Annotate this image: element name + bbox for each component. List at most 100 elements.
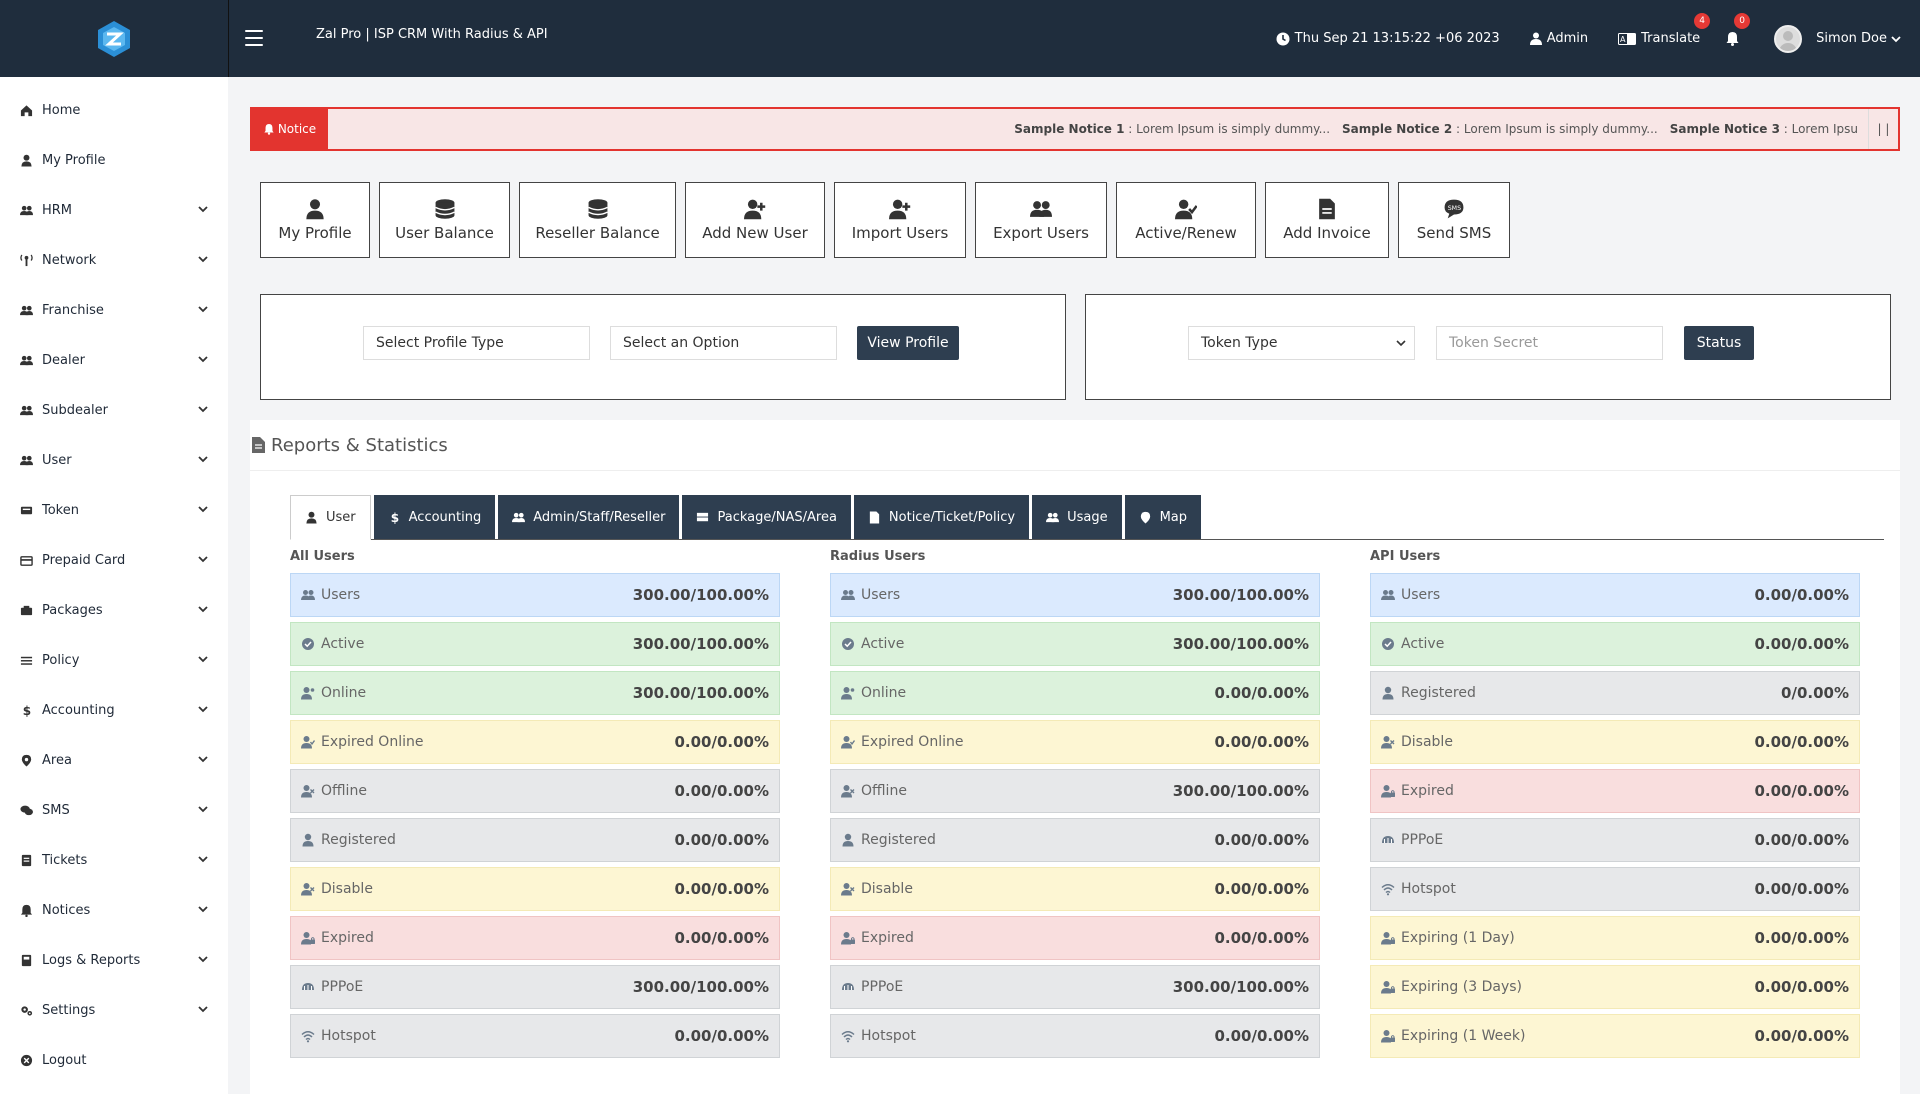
sidebar-item-user[interactable]: User — [0, 435, 228, 485]
packages-icon — [20, 605, 32, 615]
stat-row[interactable]: Expired Online 0.00/0.00% — [830, 720, 1320, 764]
wifi-icon — [1381, 884, 1395, 896]
stat-row[interactable]: Disable 0.00/0.00% — [290, 867, 780, 911]
sidebar-item-label: Packages — [42, 602, 103, 618]
stat-row[interactable]: Expiring (1 Day) 0.00/0.00% — [1370, 916, 1860, 960]
network-icon — [19, 254, 33, 266]
user-menu[interactable]: Simon Doe — [1774, 24, 1906, 53]
radius-users-column: Radius Users Users 300.00/100.00% Active 300… — [830, 540, 1320, 1063]
token-secret-input[interactable]: Token Secret — [1436, 326, 1663, 360]
stat-row[interactable]: Online 300.00/100.00% — [290, 671, 780, 715]
quick-user-balance-button[interactable]: User Balance — [379, 182, 510, 258]
notice-marquee[interactable]: Sample Notice 1 : Lorem Ipsum is simply … — [328, 122, 1868, 136]
profile-type-select[interactable]: Select Profile Type — [363, 326, 590, 360]
stat-row[interactable]: Offline 300.00/100.00% — [830, 769, 1320, 813]
sidebar-item-prepaid-card[interactable]: Prepaid Card — [0, 535, 228, 585]
sidebar-item-token[interactable]: Token — [0, 485, 228, 535]
stat-value: 0.00/0.00% — [1754, 831, 1849, 849]
sidebar-item-icon — [16, 604, 36, 617]
tab-map[interactable]: Map — [1124, 495, 1202, 539]
sidebar-item-settings[interactable]: Settings — [0, 985, 228, 1035]
stat-row[interactable]: Hotspot 0.00/0.00% — [830, 1014, 1320, 1058]
notice-pause-button[interactable]: | | — [1868, 109, 1898, 149]
stat-row[interactable]: Expired 0.00/0.00% — [830, 916, 1320, 960]
quick-send-sms-button[interactable]: SMS Send SMS — [1398, 182, 1510, 258]
stat-value: 0.00/0.00% — [674, 782, 769, 800]
user-icon — [1382, 686, 1394, 700]
stat-label: Expiring (1 Day) — [1381, 930, 1754, 946]
status-button[interactable]: Status — [1684, 326, 1754, 360]
stat-row[interactable]: Disable 0.00/0.00% — [1370, 720, 1860, 764]
stat-row[interactable]: Active 300.00/100.00% — [830, 622, 1320, 666]
quick-add-new-user-button[interactable]: Add New User — [685, 182, 825, 258]
stat-row[interactable]: Users 300.00/100.00% — [290, 573, 780, 617]
stat-row[interactable]: Active 0.00/0.00% — [1370, 622, 1860, 666]
sidebar-item-packages[interactable]: Packages — [0, 585, 228, 635]
sidebar-item-logout[interactable]: Logout — [0, 1035, 228, 1085]
sidebar-item-home[interactable]: Home — [0, 85, 228, 135]
stat-value: 300.00/100.00% — [632, 684, 769, 702]
tab-notice-ticket-policy[interactable]: Notice/Ticket/Policy — [853, 495, 1030, 539]
quick-active-renew-button[interactable]: Active/Renew — [1116, 182, 1256, 258]
sidebar-item-label: Area — [42, 752, 72, 768]
brand-logo-area[interactable] — [0, 0, 228, 77]
quick-my-profile-button[interactable]: My Profile — [260, 182, 370, 258]
quick-reseller-balance-button[interactable]: Reseller Balance — [519, 182, 676, 258]
view-profile-button[interactable]: View Profile — [857, 326, 959, 360]
user-icon — [1529, 32, 1542, 45]
sidebar-item-area[interactable]: Area — [0, 735, 228, 785]
stat-row[interactable]: Active 300.00/100.00% — [290, 622, 780, 666]
sidebar-item-policy[interactable]: Policy — [0, 635, 228, 685]
menu-toggle-icon[interactable] — [245, 30, 263, 46]
sidebar-item-logs-reports[interactable]: Logs & Reports — [0, 935, 228, 985]
tab-admin-staff-reseller[interactable]: Admin/Staff/Reseller — [498, 495, 680, 539]
stat-row[interactable]: PPPoE 300.00/100.00% — [830, 965, 1320, 1009]
stat-row[interactable]: PPPoE 0.00/0.00% — [1370, 818, 1860, 862]
notifications-button[interactable]: 0 — [1726, 13, 1751, 46]
sidebar-item-subdealer[interactable]: Subdealer — [0, 385, 228, 435]
quick-action-label: User Balance — [395, 224, 494, 242]
stat-row[interactable]: Users 300.00/100.00% — [830, 573, 1320, 617]
stat-row[interactable]: Registered 0.00/0.00% — [830, 818, 1320, 862]
admin-link[interactable]: Admin — [1529, 31, 1588, 46]
sidebar-item-hrm[interactable]: HRM — [0, 185, 228, 235]
stat-row[interactable]: Users 0.00/0.00% — [1370, 573, 1860, 617]
quick-add-invoice-button[interactable]: Add Invoice — [1265, 182, 1389, 258]
translate-button[interactable]: A Translate 4 — [1618, 13, 1711, 46]
sidebar-item-network[interactable]: Network — [0, 235, 228, 285]
sidebar-item-notices[interactable]: Notices — [0, 885, 228, 935]
stat-row[interactable]: Expiring (3 Days) 0.00/0.00% — [1370, 965, 1860, 1009]
tab-accounting[interactable]: $ Accounting — [373, 495, 496, 539]
stat-label: Registered — [1381, 685, 1781, 701]
stat-row[interactable]: Expired 0.00/0.00% — [290, 916, 780, 960]
sidebar-item-my-profile[interactable]: My Profile — [0, 135, 228, 185]
stat-row[interactable]: Expiring (1 Week) 0.00/0.00% — [1370, 1014, 1860, 1058]
stat-row[interactable]: Registered 0/0.00% — [1370, 671, 1860, 715]
stat-row[interactable]: PPPoE 300.00/100.00% — [290, 965, 780, 1009]
stat-row[interactable]: Offline 0.00/0.00% — [290, 769, 780, 813]
sidebar-item-tickets[interactable]: Tickets — [0, 835, 228, 885]
stat-row[interactable]: Hotspot 0.00/0.00% — [1370, 867, 1860, 911]
user-lock-icon — [1381, 1030, 1395, 1043]
stat-label-text: Online — [321, 685, 367, 701]
token-type-select[interactable]: Token Type — [1188, 326, 1415, 360]
sidebar-item-sms[interactable]: SMS — [0, 785, 228, 835]
stat-row[interactable]: Hotspot 0.00/0.00% — [290, 1014, 780, 1058]
sidebar-item-dealer[interactable]: Dealer — [0, 335, 228, 385]
bell-icon — [1726, 32, 1739, 46]
stat-row[interactable]: Online 0.00/0.00% — [830, 671, 1320, 715]
sidebar-item-accounting[interactable]: $ Accounting — [0, 685, 228, 735]
sidebar-item-franchise[interactable]: Franchise — [0, 285, 228, 335]
stat-row[interactable]: Expired Online 0.00/0.00% — [290, 720, 780, 764]
option-select[interactable]: Select an Option — [610, 326, 837, 360]
stat-row[interactable]: Disable 0.00/0.00% — [830, 867, 1320, 911]
tab-user[interactable]: User — [290, 495, 371, 540]
tab-usage[interactable]: Usage — [1032, 495, 1122, 539]
quick-export-users-button[interactable]: Export Users — [975, 182, 1107, 258]
sidebar-item-label: Settings — [42, 1002, 96, 1018]
stat-row[interactable]: Expired 0.00/0.00% — [1370, 769, 1860, 813]
stat-row[interactable]: Registered 0.00/0.00% — [290, 818, 780, 862]
tab-package-nas-area[interactable]: Package/NAS/Area — [682, 495, 851, 539]
stat-label-text: Offline — [861, 783, 907, 799]
quick-import-users-button[interactable]: Import Users — [834, 182, 966, 258]
